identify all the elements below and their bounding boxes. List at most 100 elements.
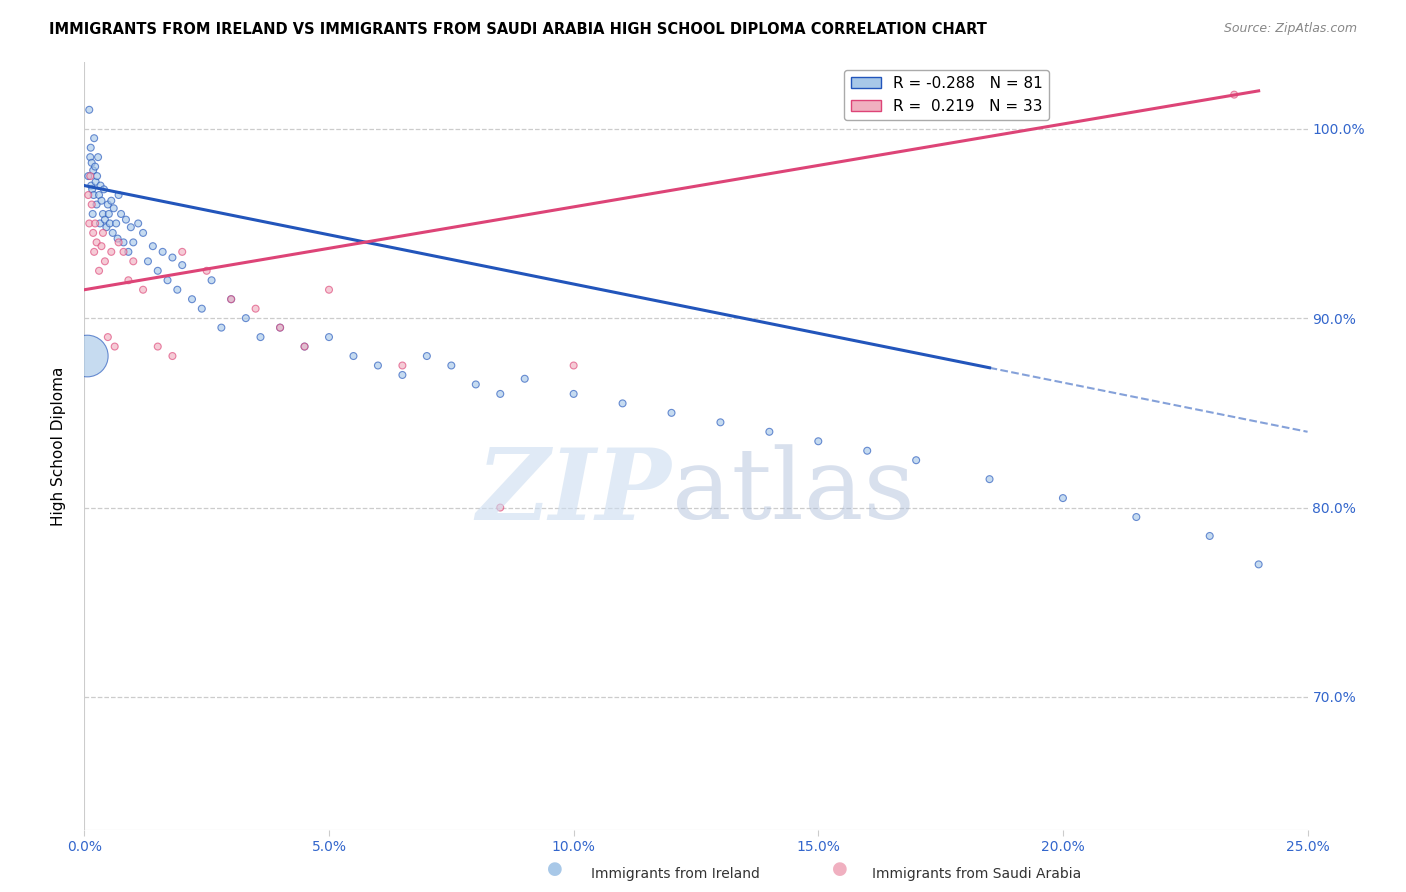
Point <box>98 216 121 230</box>
Text: Source: ZipAtlas.com: Source: ZipAtlas.com <box>1223 22 1357 36</box>
Point <box>103 202 125 216</box>
Point <box>269 320 291 334</box>
Point <box>84 216 107 230</box>
Point <box>172 258 194 272</box>
Point <box>83 131 105 145</box>
Point <box>318 330 340 344</box>
Text: ZIP: ZIP <box>477 444 672 541</box>
Point <box>1125 510 1147 524</box>
Point <box>166 283 188 297</box>
Point <box>249 330 271 344</box>
Point <box>86 235 108 250</box>
Point <box>77 188 100 202</box>
Point <box>209 320 232 334</box>
Legend: R = -0.288   N = 81, R =  0.219   N = 33: R = -0.288 N = 81, R = 0.219 N = 33 <box>845 70 1049 120</box>
Point <box>136 254 159 268</box>
Point <box>89 216 111 230</box>
Text: atlas: atlas <box>672 444 914 540</box>
Point <box>83 244 105 259</box>
Point <box>83 188 105 202</box>
Point <box>156 273 179 287</box>
Point <box>80 197 103 211</box>
Point <box>84 175 107 189</box>
Point <box>87 188 110 202</box>
Point <box>391 359 413 373</box>
Point <box>107 188 129 202</box>
Text: ●: ● <box>831 860 848 878</box>
Point <box>489 387 512 401</box>
Point <box>79 169 101 183</box>
Point <box>91 207 114 221</box>
Point <box>1052 491 1074 505</box>
Point <box>416 349 439 363</box>
Point <box>82 226 104 240</box>
Text: IMMIGRANTS FROM IRELAND VS IMMIGRANTS FROM SAUDI ARABIA HIGH SCHOOL DIPLOMA CORR: IMMIGRANTS FROM IRELAND VS IMMIGRANTS FR… <box>49 22 987 37</box>
Point <box>82 207 104 221</box>
Point <box>117 273 139 287</box>
Point <box>80 178 103 193</box>
Point <box>464 377 486 392</box>
Point <box>318 283 340 297</box>
Point <box>97 207 120 221</box>
Point <box>93 182 115 196</box>
Point <box>82 163 104 178</box>
Point <box>115 212 138 227</box>
Point <box>562 359 585 373</box>
Point <box>162 349 184 363</box>
Point <box>87 150 110 164</box>
Text: Immigrants from Saudi Arabia: Immigrants from Saudi Arabia <box>872 867 1081 881</box>
Point <box>122 235 145 250</box>
Text: Immigrants from Ireland: Immigrants from Ireland <box>591 867 759 881</box>
Point <box>86 169 108 183</box>
Point <box>77 216 100 230</box>
Point <box>162 251 184 265</box>
Point <box>77 103 100 117</box>
Point <box>132 283 155 297</box>
Point <box>219 292 242 306</box>
Point <box>122 254 145 268</box>
Point <box>84 160 107 174</box>
Point <box>112 235 135 250</box>
Point <box>709 415 731 429</box>
Point <box>758 425 780 439</box>
Point <box>142 239 165 253</box>
Point <box>100 244 122 259</box>
Point <box>112 244 135 259</box>
Point <box>89 178 111 193</box>
Point <box>269 320 291 334</box>
Point <box>1223 87 1246 102</box>
Point <box>110 207 132 221</box>
Point <box>612 396 634 410</box>
Point <box>127 216 149 230</box>
Point <box>195 264 218 278</box>
Y-axis label: High School Diploma: High School Diploma <box>51 367 66 525</box>
Point <box>367 359 389 373</box>
Point <box>86 197 108 211</box>
Text: ●: ● <box>547 860 564 878</box>
Point <box>80 156 103 170</box>
Point <box>87 264 110 278</box>
Point <box>172 244 194 259</box>
Point <box>96 220 118 235</box>
Point <box>1198 529 1220 543</box>
Point <box>294 340 316 354</box>
Point <box>191 301 214 316</box>
Point <box>90 194 112 208</box>
Point <box>101 226 124 240</box>
Point <box>245 301 267 316</box>
Point <box>152 244 174 259</box>
Point <box>104 340 127 354</box>
Point <box>97 330 120 344</box>
Point <box>117 244 139 259</box>
Point <box>440 359 463 373</box>
Point <box>79 150 101 164</box>
Point <box>76 349 98 363</box>
Point <box>856 443 879 458</box>
Point <box>391 368 413 382</box>
Point <box>807 434 830 449</box>
Point <box>107 231 129 245</box>
Point <box>91 226 114 240</box>
Point <box>132 226 155 240</box>
Point <box>94 212 117 227</box>
Point <box>562 387 585 401</box>
